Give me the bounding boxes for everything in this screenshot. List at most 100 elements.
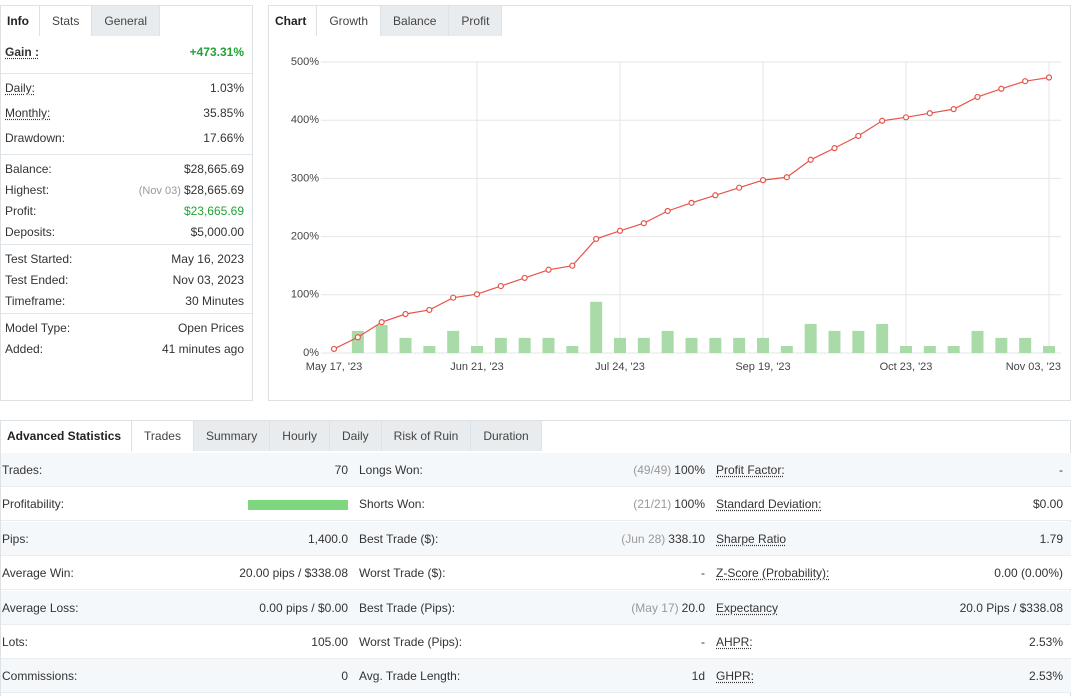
stat-value-wrap: (Nov 03) $28,665.69 xyxy=(139,180,244,202)
bar xyxy=(1019,337,1032,353)
stat-cell: Average Loss: 0.00 pips / $0.00 xyxy=(1,590,356,625)
point xyxy=(1022,78,1029,85)
stat-value: 20.00 pips / $338.08 xyxy=(239,566,348,581)
stat-label: Average Loss: xyxy=(2,600,79,615)
bar xyxy=(637,337,650,353)
stat-value: 30 Minutes xyxy=(185,294,244,308)
stat-value: 2.53% xyxy=(1028,669,1063,684)
point xyxy=(664,207,671,215)
stat-label: Deposits: xyxy=(5,225,56,239)
stat-row: Drawdown: 17.66% xyxy=(5,128,244,149)
x-tick-label: Oct 23, '23 xyxy=(880,361,933,373)
stat-row: Deposits: $5,000.00 xyxy=(5,222,244,243)
bar xyxy=(566,346,579,353)
gain-label: Gain : xyxy=(5,45,40,59)
stat-value-wrap: (21/21) 100% xyxy=(633,487,705,521)
stat-value-wrap: 20.0 Pips / $338.08 xyxy=(960,591,1063,625)
bar xyxy=(471,346,483,353)
point xyxy=(759,177,767,184)
bar xyxy=(780,346,793,353)
stat-value-wrap: 20.00 pips / $338.08 xyxy=(239,556,348,590)
stat-value-wrap: $5,000.00 xyxy=(191,222,244,243)
stat-label: Best Trade ($): xyxy=(359,531,439,546)
stat-label: Balance: xyxy=(5,162,52,176)
tab[interactable]: Balance xyxy=(381,6,450,36)
stat-cell: Trades: 70 xyxy=(1,453,356,487)
stat-value: 338.10 xyxy=(668,531,705,546)
bar xyxy=(947,346,960,353)
stat-row: Added: 41 minutes ago xyxy=(5,339,244,360)
bar xyxy=(876,323,889,353)
tab[interactable]: Trades xyxy=(132,421,194,451)
tab[interactable]: Growth xyxy=(317,6,382,36)
point xyxy=(926,110,933,117)
stat-cell: Best Trade ($): (Jun 28) 338.10 xyxy=(356,521,713,556)
stat-cell: Longs Won: (49/49) 100% xyxy=(356,453,713,487)
stat-label: Worst Trade (Pips): xyxy=(359,635,463,649)
stat-value: 1d xyxy=(691,669,705,684)
chart: 0% 100% 200% 300% 400% 500% May 17, '23 Jun 21,… xyxy=(291,56,1061,373)
stat-label: Lots: xyxy=(2,635,29,649)
stat-row: Test Started: May 16, 2023 xyxy=(5,249,244,270)
separator xyxy=(1,73,252,74)
stat-value: 1,400.0 xyxy=(307,531,348,546)
point xyxy=(950,106,957,113)
stat-cell: Standard Deviation: $0.00 xyxy=(713,487,1071,522)
bar xyxy=(1043,346,1055,353)
bar xyxy=(685,337,698,353)
stat-cell: Expectancy 20.0 Pips / $338.08 xyxy=(713,590,1071,625)
panel-label: Info xyxy=(1,6,40,36)
stat-cell: Average Win: 20.00 pips / $338.08 xyxy=(1,556,356,591)
tab[interactable]: Stats xyxy=(40,6,93,36)
stat-cell: AHPR: 2.53% xyxy=(713,625,1071,659)
tab[interactable]: Hourly xyxy=(270,421,330,451)
bar xyxy=(518,337,531,353)
stat-value-wrap: 105.00 xyxy=(311,625,348,659)
y-tick-label: 300% xyxy=(291,172,319,184)
stat-label: Timeframe: xyxy=(5,294,66,308)
advanced-panel: Advanced Statistics Trades Summary Hourly Da… xyxy=(0,420,1071,696)
point xyxy=(497,282,504,290)
stat-label: Trades: xyxy=(2,463,43,477)
stat-label: GHPR: xyxy=(716,669,755,684)
point xyxy=(712,192,719,199)
stat-value: 100% xyxy=(674,463,705,477)
bar xyxy=(828,330,841,353)
point xyxy=(831,145,838,152)
y-tick-label: 400% xyxy=(291,114,319,126)
y-tick-label: 200% xyxy=(291,231,319,243)
stat-cell: Profitability: xyxy=(1,487,356,522)
stat-value-wrap: $23,665.69 xyxy=(184,201,244,222)
x-tick-label: Jul 24, '23 xyxy=(595,361,645,373)
stat-value-wrap: 0.00 pips / $0.00 xyxy=(259,591,348,625)
stat-value: 1.79 xyxy=(1039,531,1063,546)
point xyxy=(473,291,481,298)
tab[interactable]: Profit xyxy=(449,6,503,36)
bar xyxy=(900,346,912,353)
stat-value-wrap: Nov 03, 2023 xyxy=(173,270,244,291)
stat-cell: Shorts Won: (21/21) 100% xyxy=(356,487,713,522)
stat-value-wrap: 70 xyxy=(335,453,348,487)
point xyxy=(402,310,409,318)
stat-value-wrap: 35.85% xyxy=(203,103,244,124)
tab[interactable]: General xyxy=(92,6,161,36)
tab-bar: Chart Growth Balance Profit xyxy=(269,6,1070,36)
x-tick-label: May 17, '23 xyxy=(306,361,363,373)
tab[interactable]: Risk of Ruin xyxy=(381,421,472,451)
stat-value-wrap: - xyxy=(701,625,705,659)
stat-label: Avg. Trade Length: xyxy=(359,669,461,684)
bar xyxy=(852,330,865,353)
tab[interactable]: Summary xyxy=(193,421,271,451)
stat-label: Profit: xyxy=(5,204,37,218)
tab-bar: Info Stats General xyxy=(1,6,252,36)
stat-value: 20.0 xyxy=(681,600,705,615)
bar xyxy=(447,330,460,353)
stat-value-wrap: 1d xyxy=(692,659,705,693)
stat-label: Standard Deviation: xyxy=(716,497,822,512)
stat-value: - xyxy=(701,566,705,581)
tab[interactable]: Duration xyxy=(471,421,542,451)
stat-cell: Sharpe Ratio 1.79 xyxy=(713,521,1071,556)
stat-value-wrap: - xyxy=(1059,453,1063,487)
tab[interactable]: Daily xyxy=(329,421,382,451)
separator xyxy=(1,244,252,245)
